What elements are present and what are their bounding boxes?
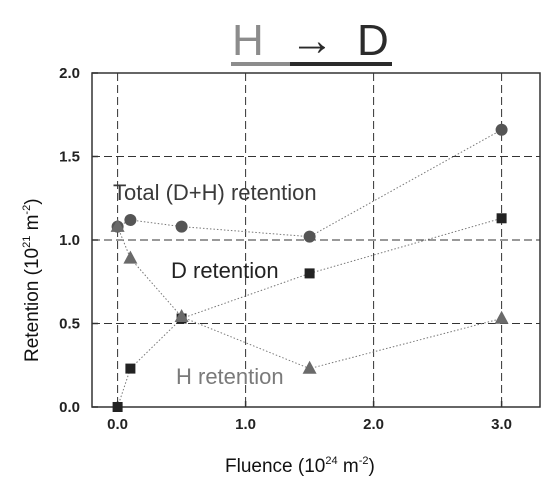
- marker-square: [304, 268, 315, 279]
- y-axis-title: Retention (1021 m-2): [21, 198, 43, 362]
- marker-triangle: [494, 310, 509, 324]
- x-tick-label: 2.0: [363, 416, 384, 433]
- y-tick-label: 1.0: [59, 232, 80, 249]
- axis-ticks: 0.0 1.0 2.0 3.0 0.0 0.5 1.0 1.5 2.0: [59, 65, 512, 433]
- series-label-d: D retention: [171, 258, 279, 283]
- y-tick-label: 1.5: [59, 149, 80, 166]
- grid-lines: [92, 73, 540, 407]
- marker-square: [496, 213, 507, 224]
- series-label-total: Total (D+H) retention: [113, 180, 317, 205]
- marker-square: [125, 363, 136, 374]
- y-tick-label: 0.0: [59, 399, 80, 416]
- x-tick-label: 0.0: [107, 416, 128, 433]
- marker-circle: [175, 220, 188, 233]
- marker-triangle: [123, 250, 138, 264]
- marker-circle: [124, 213, 137, 226]
- x-axis-title: Fluence (1024 m-2): [225, 455, 375, 477]
- chart-header: H → D: [231, 16, 392, 66]
- header-d-label: D: [357, 16, 389, 65]
- series-markers: [110, 123, 509, 412]
- x-tick-label: 3.0: [491, 416, 512, 433]
- marker-circle: [495, 123, 508, 136]
- series-line-triangle: [117, 226, 502, 370]
- marker-triangle: [302, 360, 317, 374]
- marker-triangle: [110, 218, 125, 232]
- marker-square: [112, 402, 123, 412]
- marker-circle: [303, 230, 316, 243]
- marker-triangle: [174, 309, 189, 323]
- x-tick-label: 1.0: [235, 416, 256, 433]
- y-tick-label: 2.0: [59, 65, 80, 82]
- header-arrow: →: [290, 16, 334, 65]
- series-label-h: H retention: [176, 364, 284, 389]
- header-h-label: H: [232, 16, 264, 65]
- y-tick-label: 0.5: [59, 316, 80, 333]
